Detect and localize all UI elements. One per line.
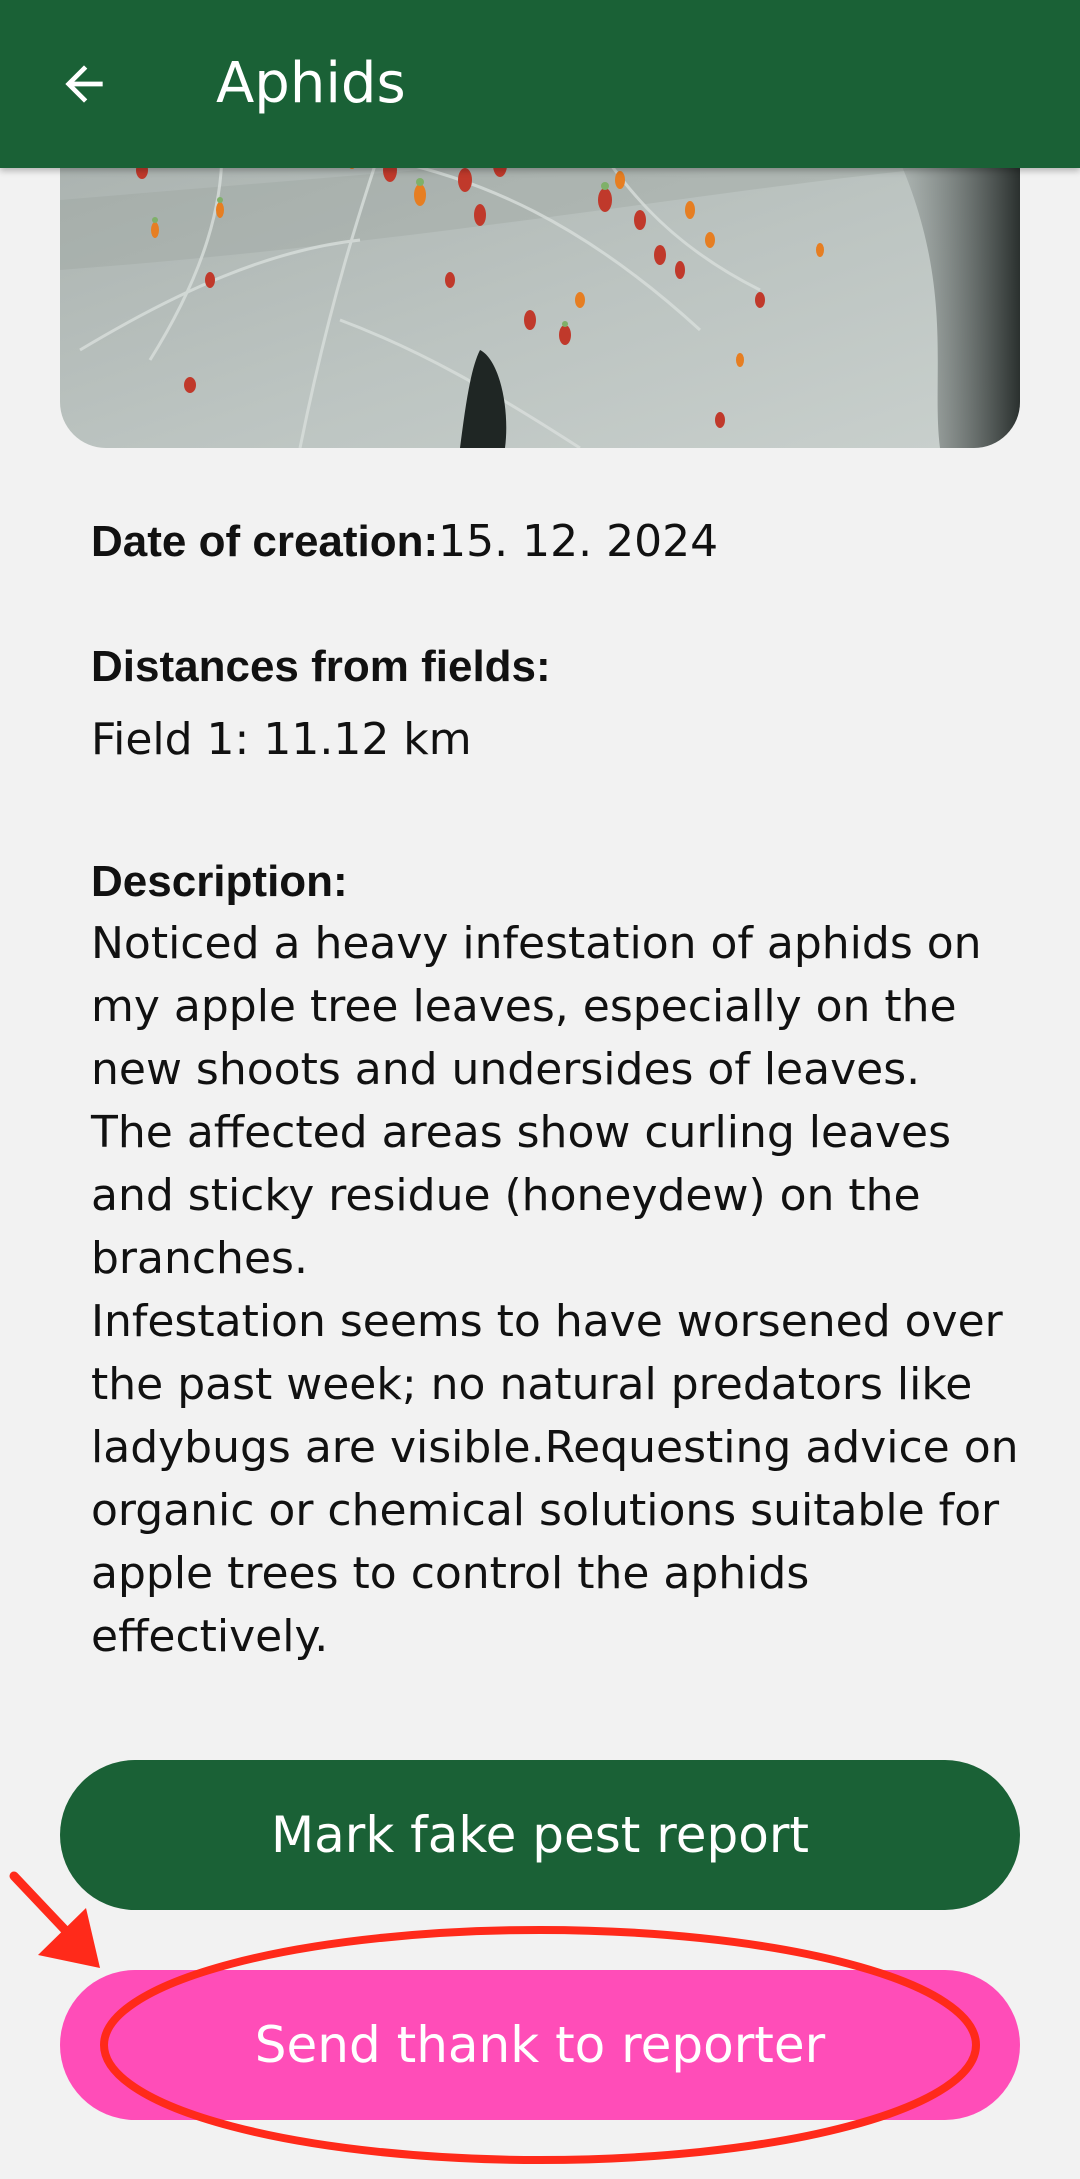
date-label: Date of creation: — [91, 517, 439, 566]
page-title: Aphids — [216, 51, 406, 116]
description-text: Noticed a heavy infestation of aphids on… — [91, 918, 1019, 1662]
mark-fake-report-label: Mark fake pest report — [270, 1806, 809, 1864]
send-thank-button[interactable]: Send thank to reporter — [60, 1970, 1020, 2120]
pest-photo — [60, 120, 1020, 448]
app-bar: Aphids — [0, 0, 1080, 168]
aphids-leaf-image — [60, 120, 1020, 448]
send-thank-label: Send thank to reporter — [254, 2016, 826, 2074]
back-button[interactable] — [44, 44, 124, 124]
date-row: Date of creation:15. 12. 2024 — [91, 510, 718, 574]
mark-fake-report-button[interactable]: Mark fake pest report — [60, 1760, 1020, 1910]
field-distance: Field 1: 11.12 km — [91, 714, 472, 765]
distances-label: Distances from fields: — [91, 642, 551, 691]
description-label: Description: — [91, 857, 348, 906]
date-value: 15. 12. 2024 — [438, 516, 719, 567]
arrow-back-icon — [65, 65, 103, 103]
